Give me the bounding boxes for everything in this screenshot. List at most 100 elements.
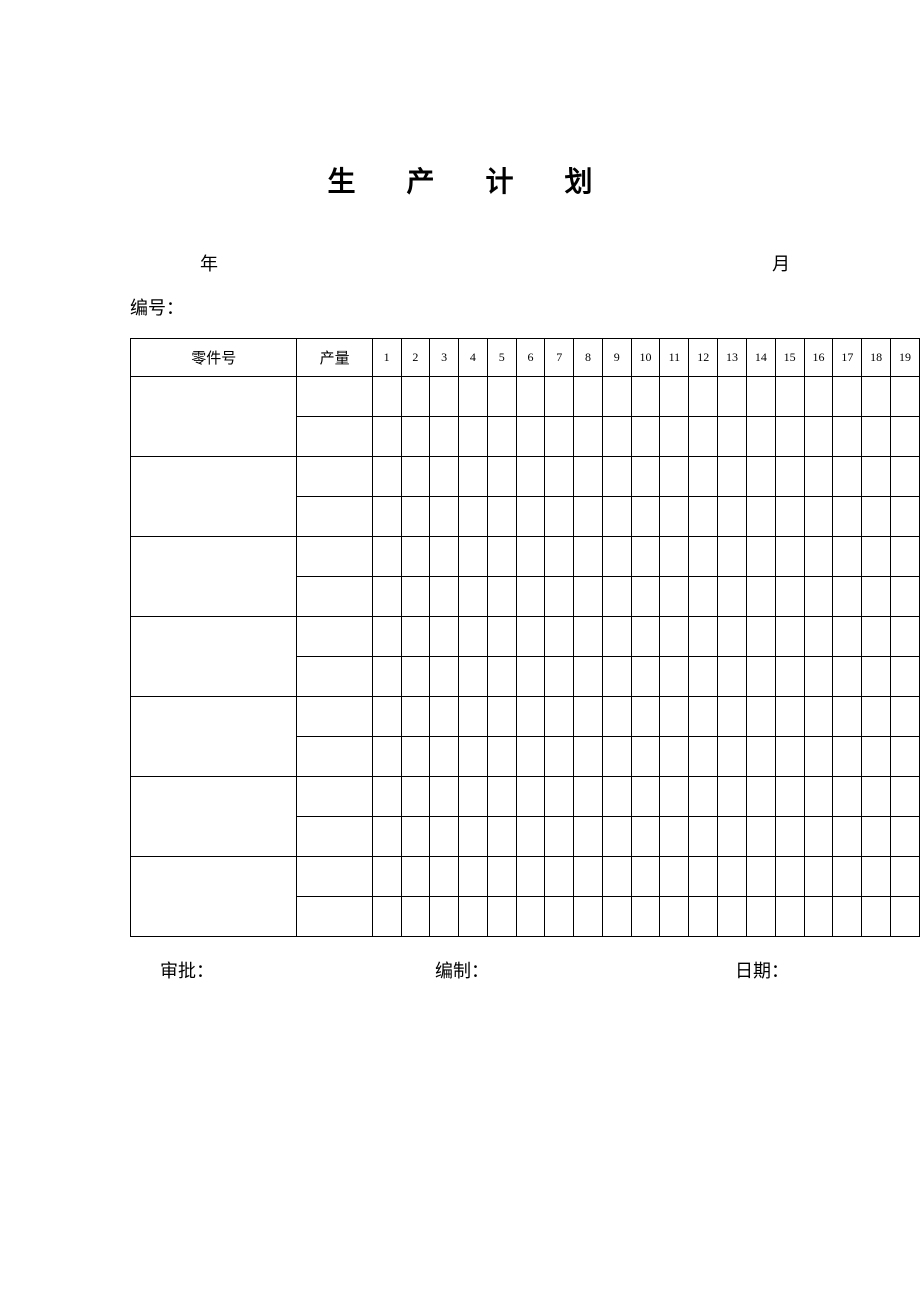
cell-day bbox=[602, 617, 631, 657]
cell-day bbox=[401, 577, 430, 617]
cell-day bbox=[862, 617, 891, 657]
cell-day bbox=[804, 697, 833, 737]
cell-day bbox=[602, 657, 631, 697]
cell-day bbox=[545, 417, 574, 457]
cell-day bbox=[487, 417, 516, 457]
cell-day bbox=[545, 697, 574, 737]
cell-day bbox=[602, 897, 631, 937]
cell-quantity bbox=[297, 777, 372, 817]
cell-day bbox=[516, 617, 545, 657]
cell-day bbox=[804, 617, 833, 657]
cell-day bbox=[718, 817, 747, 857]
cell-day bbox=[545, 857, 574, 897]
cell-day bbox=[689, 617, 718, 657]
cell-day bbox=[775, 737, 804, 777]
cell-day bbox=[516, 457, 545, 497]
header-day: 9 bbox=[602, 339, 631, 377]
cell-quantity bbox=[297, 617, 372, 657]
header-day: 1 bbox=[372, 339, 401, 377]
cell-day bbox=[718, 617, 747, 657]
cell-day bbox=[487, 857, 516, 897]
header-day: 3 bbox=[430, 339, 459, 377]
cell-day bbox=[718, 577, 747, 617]
cell-day bbox=[631, 497, 660, 537]
cell-day bbox=[545, 737, 574, 777]
cell-quantity bbox=[297, 457, 372, 497]
cell-day bbox=[660, 897, 689, 937]
cell-day bbox=[891, 457, 920, 497]
cell-day bbox=[775, 417, 804, 457]
cell-day bbox=[487, 377, 516, 417]
cell-day bbox=[372, 377, 401, 417]
cell-day bbox=[516, 657, 545, 697]
cell-day bbox=[372, 657, 401, 697]
cell-day bbox=[746, 457, 775, 497]
cell-day bbox=[487, 657, 516, 697]
cell-day bbox=[746, 737, 775, 777]
cell-day bbox=[574, 657, 603, 697]
cell-day bbox=[833, 697, 862, 737]
cell-day bbox=[775, 777, 804, 817]
cell-day bbox=[372, 417, 401, 457]
cell-day bbox=[487, 457, 516, 497]
cell-day bbox=[833, 737, 862, 777]
header-day: 12 bbox=[689, 339, 718, 377]
header-day: 6 bbox=[516, 339, 545, 377]
cell-day bbox=[602, 817, 631, 857]
cell-day bbox=[833, 417, 862, 457]
header-day: 16 bbox=[804, 339, 833, 377]
cell-day bbox=[430, 417, 459, 457]
cell-day bbox=[833, 577, 862, 617]
cell-day bbox=[430, 537, 459, 577]
cell-day bbox=[401, 617, 430, 657]
header-quantity: 产量 bbox=[297, 339, 372, 377]
cell-day bbox=[862, 817, 891, 857]
cell-day bbox=[631, 857, 660, 897]
compile-label: 编制： bbox=[435, 957, 735, 983]
table-row bbox=[131, 537, 920, 577]
cell-day bbox=[430, 377, 459, 417]
cell-day bbox=[401, 537, 430, 577]
cell-day bbox=[372, 737, 401, 777]
cell-day bbox=[602, 697, 631, 737]
cell-day bbox=[430, 897, 459, 937]
cell-day bbox=[804, 417, 833, 457]
cell-day bbox=[631, 657, 660, 697]
cell-day bbox=[602, 537, 631, 577]
cell-day bbox=[430, 657, 459, 697]
cell-day bbox=[660, 737, 689, 777]
cell-day bbox=[660, 617, 689, 657]
cell-day bbox=[487, 737, 516, 777]
cell-day bbox=[401, 817, 430, 857]
cell-day bbox=[516, 697, 545, 737]
cell-day bbox=[775, 657, 804, 697]
cell-day bbox=[602, 737, 631, 777]
cell-day bbox=[833, 497, 862, 537]
cell-day bbox=[689, 537, 718, 577]
cell-day bbox=[372, 497, 401, 537]
cell-day bbox=[775, 697, 804, 737]
cell-day bbox=[833, 897, 862, 937]
cell-day bbox=[689, 417, 718, 457]
cell-day bbox=[862, 377, 891, 417]
cell-day bbox=[891, 817, 920, 857]
cell-day bbox=[401, 657, 430, 697]
cell-day bbox=[718, 897, 747, 937]
header-day: 10 bbox=[631, 339, 660, 377]
cell-day bbox=[775, 457, 804, 497]
cell-day bbox=[574, 617, 603, 657]
cell-day bbox=[516, 737, 545, 777]
cell-day bbox=[430, 497, 459, 537]
cell-day bbox=[660, 377, 689, 417]
cell-day bbox=[545, 457, 574, 497]
cell-day bbox=[487, 777, 516, 817]
cell-day bbox=[459, 817, 488, 857]
cell-day bbox=[804, 897, 833, 937]
cell-day bbox=[459, 417, 488, 457]
cell-day bbox=[746, 497, 775, 537]
cell-day bbox=[401, 737, 430, 777]
cell-day bbox=[718, 417, 747, 457]
cell-day bbox=[401, 697, 430, 737]
cell-day bbox=[401, 497, 430, 537]
cell-part-no bbox=[131, 377, 297, 457]
